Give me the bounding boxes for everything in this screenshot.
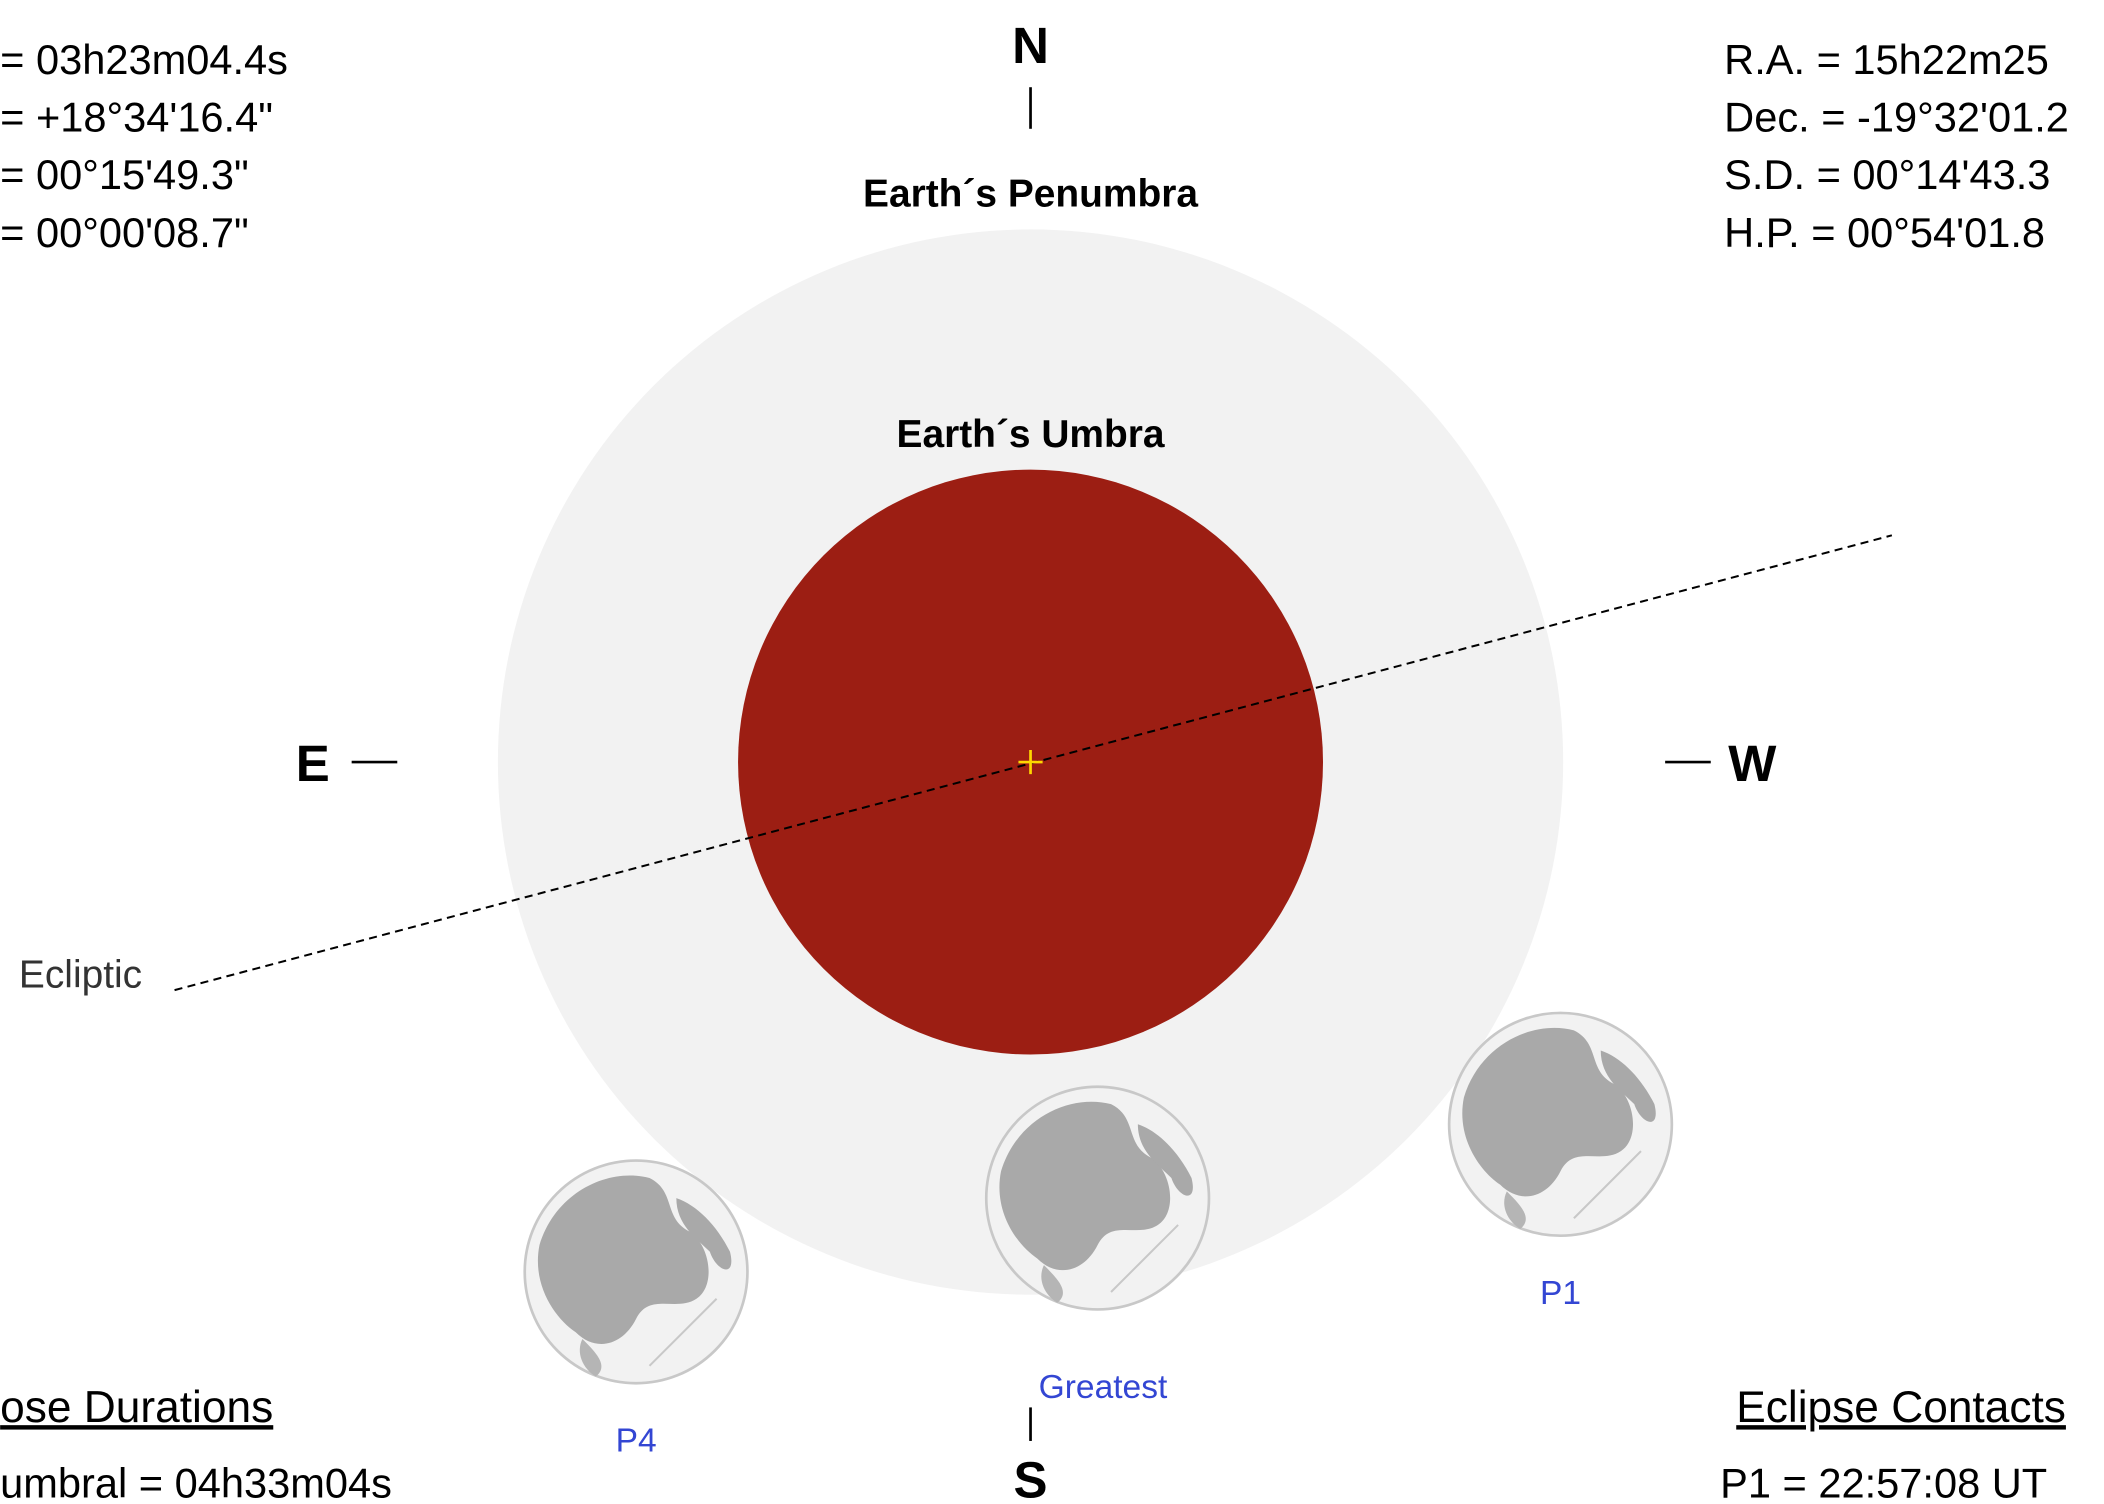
umbra-label: Earth´s Umbra (897, 413, 1165, 456)
info-line: R.A. = 15h22m25 (1724, 36, 2049, 83)
moon (984, 1085, 1211, 1311)
info-line: = 00°15'49.3" (0, 151, 249, 198)
info-line: H.P. = 00°54'01.8 (1724, 209, 2045, 256)
moon-label: P1 (1540, 1275, 1581, 1312)
contact-line: P1 = 22:57:08 UT (1720, 1459, 2047, 1504)
north-label: N (1012, 17, 1049, 74)
info-line: Dec. = -19°32'01.2 (1724, 93, 2069, 140)
contacts-heading: Eclipse Contacts (1736, 1383, 2066, 1432)
duration-line: umbral = 04h33m04s (0, 1459, 392, 1504)
center-cross (1018, 749, 1043, 775)
moon-label: P4 (616, 1423, 657, 1460)
right-info: R.A. = 15h22m25 Dec. = -19°32'01.2 S.D. … (1724, 36, 2069, 256)
info-line: S.D. = 00°14'43.3 (1724, 151, 2050, 198)
moon (1447, 1011, 1674, 1238)
south-label: S (1014, 1451, 1048, 1504)
moons: P4 Greatest P1 (523, 1011, 1674, 1460)
info-line: = 03h23m04.4s (0, 36, 288, 83)
moon (523, 1159, 749, 1385)
ecliptic-label: Ecliptic (19, 953, 142, 996)
moon-label: Greatest (1039, 1369, 1168, 1406)
penumbra-label: Earth´s Penumbra (863, 173, 1198, 216)
east-label: E (296, 735, 330, 792)
info-line: = 00°00'08.7" (0, 209, 249, 256)
durations-heading: ose Durations (0, 1383, 273, 1432)
west-label: W (1728, 735, 1777, 792)
info-line: = +18°34'16.4" (0, 93, 273, 140)
compass: N S E W (296, 17, 1778, 1504)
left-info: = 03h23m04.4s = +18°34'16.4" = 00°15'49.… (0, 36, 288, 256)
